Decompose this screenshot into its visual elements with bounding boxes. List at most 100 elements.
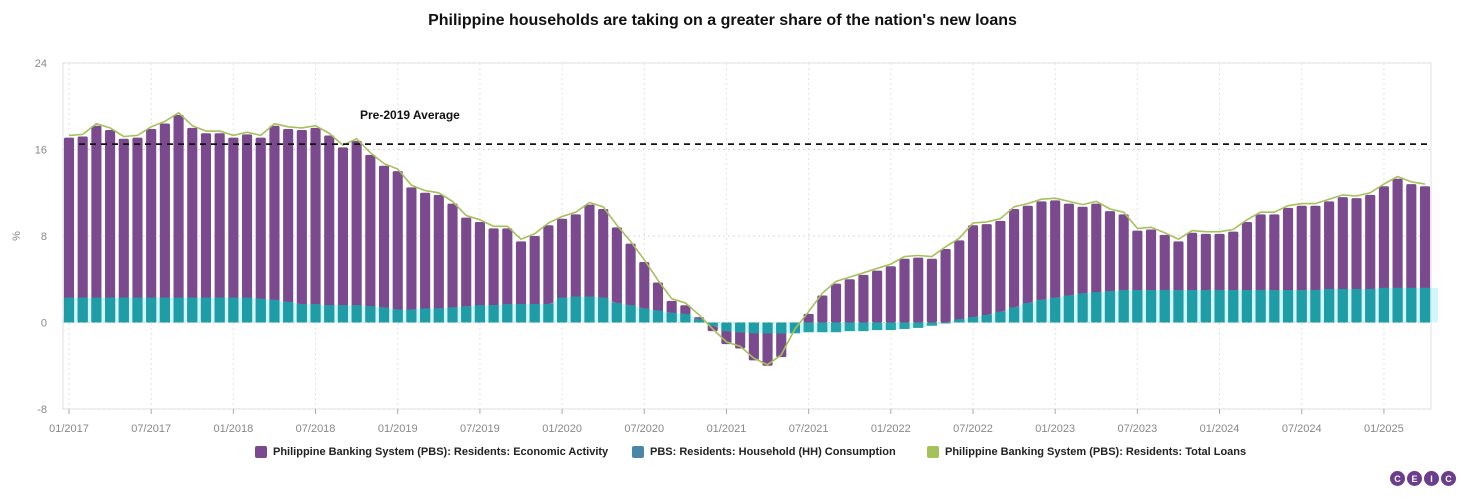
bar-household-consumption [1392,287,1403,323]
bar-household-consumption [1009,307,1020,323]
bar-household-consumption [269,299,280,323]
x-tick-label: 01/2023 [1035,423,1075,435]
legend-item-household-consumption[interactable]: PBS: Residents: Household (HH) Consumpti… [632,446,896,458]
bar-economic-activity [214,133,225,323]
logo-letter: E [1407,471,1422,486]
bar-economic-activity [926,258,937,323]
bar-household-consumption [625,305,636,323]
bar-household-consumption [1118,290,1129,323]
x-tick-label: 01/2022 [871,423,911,435]
bar-household-consumption [351,305,362,323]
bar-economic-activity [351,140,362,323]
x-tick-label: 07/2018 [296,423,336,435]
bar-household-consumption [365,306,376,323]
bar-household-consumption [543,304,554,323]
bar-economic-activity [447,203,458,323]
bar-household-consumption [118,297,129,323]
bar-economic-activity [310,127,321,323]
bar-economic-activity [598,208,609,323]
chart-plot: -8 0 8 16 24% 01/2017 07/2017 01/2018 07/2018 01/… [11,58,1438,435]
bar-household-consumption [707,322,718,326]
bar-economic-activity [433,194,444,323]
bar-economic-activity [406,187,417,323]
bar-household-consumption [1365,288,1376,323]
bar-economic-activity [283,128,294,323]
legend-item-total-loans[interactable]: Philippine Banking System (PBS): Residen… [927,446,1246,458]
bar-household-consumption [570,296,581,323]
y-axis-label: % [11,231,23,241]
bar-economic-activity [241,134,253,323]
bar-household-consumption [433,308,444,323]
bar-household-consumption [584,296,595,323]
x-tick-label: 07/2022 [953,423,993,435]
bar-household-consumption [1419,287,1431,323]
bar-economic-activity [954,240,965,323]
bar-household-consumption [1145,290,1157,323]
bar-household-consumption [406,309,417,323]
bar-economic-activity [488,228,499,323]
bar-economic-activity [187,127,198,323]
bar-economic-activity [228,137,239,323]
bar-economic-activity [1036,201,1047,323]
bar-economic-activity [1392,178,1403,323]
bar-economic-activity [639,261,650,323]
bar-economic-activity [543,225,554,323]
legend-swatch-economic-activity [255,446,267,458]
bar-economic-activity [625,243,636,323]
bar-economic-activity [269,125,280,323]
bar-economic-activity [91,125,102,323]
bar-economic-activity [296,130,307,323]
bar-economic-activity [844,279,855,323]
bar-economic-activity [899,258,910,323]
bar-household-consumption [1296,290,1307,323]
bar-economic-activity [159,123,170,323]
bar-household-consumption [324,305,335,323]
bar-household-consumption [803,322,814,333]
logo-letter: C [1441,471,1456,486]
bar-household-consumption [721,322,732,332]
bar-household-consumption [1091,292,1102,323]
bar-household-consumption [1200,290,1211,323]
bar-household-consumption [1282,290,1294,323]
bar-household-consumption [529,304,540,323]
x-tick-label: 01/2018 [213,423,253,435]
bar-economic-activity [132,137,143,323]
bar-household-consumption [1255,290,1266,323]
x-tick-label: 07/2020 [624,423,664,435]
bar-household-consumption [762,322,773,334]
bar-household-consumption [91,297,102,323]
bar-household-consumption [1022,303,1033,323]
x-tick-label: 01/2017 [49,423,89,435]
bar-household-consumption [1214,290,1225,323]
x-tick-label: 01/2024 [1200,423,1240,435]
bar-economic-activity [105,130,116,323]
bar-household-consumption [872,322,883,331]
bar-household-consumption [598,297,609,323]
bar-household-consumption [1228,290,1239,323]
bar-household-consumption [1406,287,1417,323]
bar-household-consumption [63,297,75,323]
bar-economic-activity [830,283,842,323]
bar-household-consumption [337,305,349,323]
bar-household-consumption [1187,290,1198,323]
bar-household-consumption [461,306,472,323]
bar-household-consumption [954,319,965,323]
bar-household-consumption [241,297,253,323]
bar-household-consumption [1173,290,1184,323]
y-tick-label: 0 [41,318,47,330]
bar-household-consumption [967,317,979,323]
bar-household-consumption [105,297,116,323]
bar-economic-activity [200,133,212,323]
bar-economic-activity [324,135,335,323]
bar-household-consumption [693,319,705,323]
bar-household-consumption [913,322,924,328]
ceic-logo: C E I C [1390,471,1456,486]
y-tick-label: 24 [35,58,47,70]
legend-item-economic-activity[interactable]: Philippine Banking System (PBS): Residen… [255,446,608,458]
bar-economic-activity [817,295,828,323]
bar-economic-activity [420,192,431,323]
bar-household-consumption [611,303,622,323]
bar-household-consumption [1036,299,1047,323]
bar-household-consumption [557,297,568,323]
bar-household-consumption [680,313,691,323]
